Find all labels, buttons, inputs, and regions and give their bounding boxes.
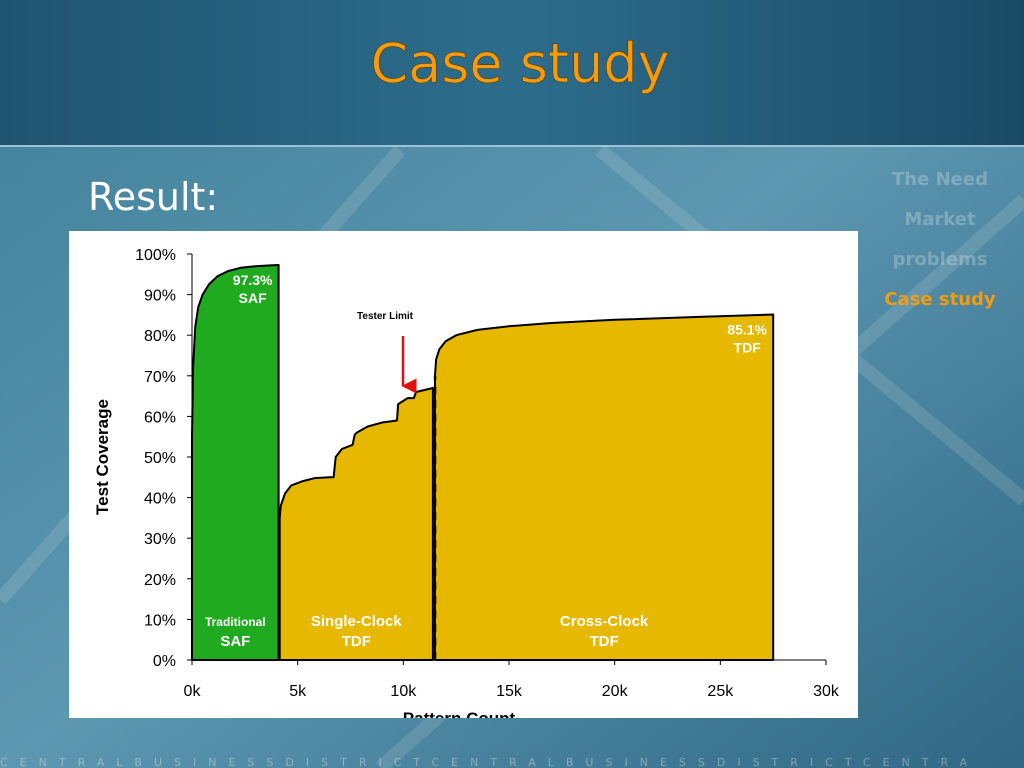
annotation: Tester Limit — [357, 311, 414, 322]
series-tag: SAF — [239, 290, 267, 306]
x-tick-label: 0k — [184, 683, 202, 700]
y-tick-label: 10% — [144, 612, 176, 629]
y-tick-label: 50% — [144, 450, 176, 467]
series-label: Cross-Clock TDF — [560, 613, 649, 650]
header-band — [0, 0, 1024, 146]
x-tick-label: 10k — [390, 683, 417, 700]
y-axis-title: Test Coverage — [93, 399, 112, 515]
area — [191, 264, 280, 661]
y-tick-label: 60% — [144, 409, 176, 426]
x-tick-label: 5k — [289, 683, 307, 700]
x-tick-label: 30k — [813, 683, 840, 700]
y-tick-label: 100% — [135, 247, 176, 264]
value-label: 97.3% — [233, 272, 273, 288]
x-tick-label: 20k — [602, 683, 629, 700]
area — [434, 313, 775, 661]
y-tick-label: 70% — [144, 369, 176, 386]
y-tick-label: 90% — [144, 288, 176, 305]
y-tick-label: 20% — [144, 572, 176, 589]
nav-item[interactable]: problems — [893, 249, 988, 270]
x-tick-label: 15k — [496, 683, 523, 700]
nav-item[interactable]: The Need — [892, 169, 988, 190]
nav-item[interactable]: Market — [904, 209, 976, 230]
series-label: Traditional SAF — [205, 615, 266, 650]
series-label: Single-Clock TDF — [311, 613, 403, 650]
area — [278, 387, 434, 661]
y-tick-label: 0% — [153, 653, 176, 670]
value-label: 85.1% — [727, 321, 767, 337]
slide-title: Case study — [370, 32, 669, 95]
y-tick-label: 30% — [144, 531, 176, 548]
nav-item[interactable]: Case study — [884, 289, 996, 310]
y-tick-label: 40% — [144, 491, 176, 508]
y-tick-label: 80% — [144, 328, 176, 345]
chart: 0% 10% 20% 30% 40% 50% 60% 70% 80% 90% 100% 0k 5k 10k… — [93, 247, 840, 728]
heading: Result: — [88, 175, 218, 219]
series-tag: TDF — [734, 339, 762, 355]
nav: The Need Market problems Case study — [884, 169, 996, 310]
footer: CENTRALBUSINESSDISTRICTCENTRALBUSINESSDI… — [0, 756, 979, 768]
x-axis-title: Pattern Count — [403, 709, 516, 728]
x-tick-label: 25k — [707, 683, 734, 700]
